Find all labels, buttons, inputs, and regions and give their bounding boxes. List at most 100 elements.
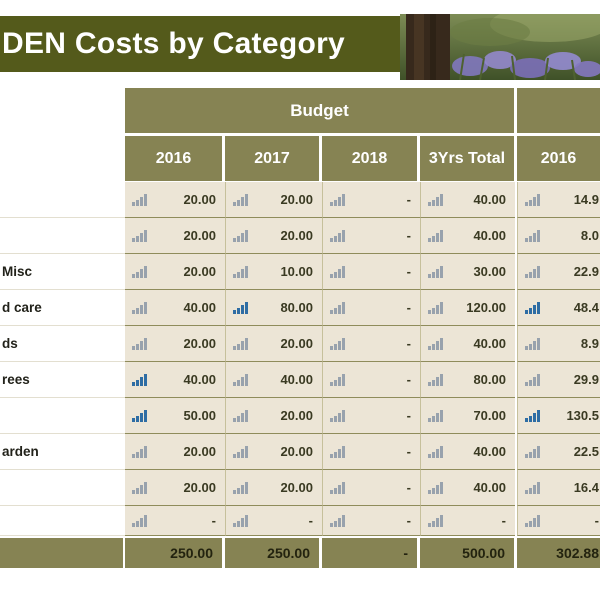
garden-photo: [400, 14, 600, 80]
cell-value: 40.00: [183, 372, 216, 387]
data-cell[interactable]: -: [322, 326, 420, 362]
data-cell[interactable]: 29.9: [517, 362, 600, 398]
mini-bar-chart-icon: [428, 193, 443, 206]
data-cell[interactable]: 40.00: [420, 326, 515, 362]
data-cell[interactable]: 30.00: [420, 254, 515, 290]
table-row: arden 20.00 20.00 - 40.00 22.5: [0, 434, 600, 470]
row-label[interactable]: [0, 398, 125, 434]
row-label[interactable]: [0, 218, 125, 254]
data-cell[interactable]: 40.00: [125, 290, 225, 326]
data-cell[interactable]: 48.4: [517, 290, 600, 326]
row-label[interactable]: ds: [0, 326, 125, 362]
data-cell[interactable]: 80.00: [420, 362, 515, 398]
cell-value: 20.00: [183, 444, 216, 459]
data-cell[interactable]: 8.0: [517, 218, 600, 254]
data-cell[interactable]: -: [420, 506, 515, 536]
column-header-2016[interactable]: 2016: [125, 136, 222, 181]
row-label[interactable]: rees: [0, 362, 125, 398]
data-cell[interactable]: 40.00: [420, 182, 515, 218]
data-cell[interactable]: -: [517, 506, 600, 536]
cell-value: 8.9: [580, 336, 599, 351]
data-cell[interactable]: -: [125, 506, 225, 536]
cell-value: 20.00: [183, 480, 216, 495]
data-cell[interactable]: 20.00: [125, 326, 225, 362]
data-cell[interactable]: 20.00: [125, 470, 225, 506]
data-cell[interactable]: 50.00: [125, 398, 225, 434]
mini-bar-chart-icon: [525, 229, 540, 242]
row-label[interactable]: Misc: [0, 254, 125, 290]
cell-value: -: [308, 513, 313, 528]
data-cell[interactable]: 70.00: [420, 398, 515, 434]
data-cell[interactable]: 20.00: [125, 218, 225, 254]
data-cell[interactable]: -: [322, 362, 420, 398]
data-cell[interactable]: -: [322, 290, 420, 326]
data-cell[interactable]: -: [322, 470, 420, 506]
data-cell[interactable]: -: [322, 398, 420, 434]
data-cell[interactable]: 14.9: [517, 182, 600, 218]
mini-bar-chart-icon: [132, 373, 147, 386]
table-row: 20.00 20.00 - 40.00 8.0: [0, 218, 600, 254]
column-header-3yrs-total[interactable]: 3Yrs Total: [420, 136, 514, 181]
cell-value: -: [406, 228, 411, 243]
data-cell[interactable]: 20.00: [225, 218, 322, 254]
total-value: 302.88: [517, 538, 600, 568]
mini-bar-chart-icon: [233, 337, 248, 350]
data-cell[interactable]: 20.00: [125, 182, 225, 218]
data-cell[interactable]: 8.9: [517, 326, 600, 362]
cell-value: 20.00: [280, 408, 313, 423]
data-cell[interactable]: 40.00: [420, 434, 515, 470]
group-divider: [515, 254, 517, 290]
mini-bar-chart-icon: [233, 481, 248, 494]
data-cell[interactable]: 20.00: [125, 254, 225, 290]
group-header-budget[interactable]: Budget: [125, 88, 514, 133]
mini-bar-chart-icon: [330, 409, 345, 422]
data-cell[interactable]: 80.00: [225, 290, 322, 326]
data-cell[interactable]: 20.00: [225, 398, 322, 434]
mini-bar-chart-icon: [233, 265, 248, 278]
data-cell[interactable]: -: [322, 218, 420, 254]
cell-value: -: [406, 480, 411, 495]
cell-value: 40.00: [473, 444, 506, 459]
row-label[interactable]: d care: [0, 290, 125, 326]
column-header-actual-2016[interactable]: 2016: [517, 136, 600, 181]
data-cell[interactable]: -: [225, 506, 322, 536]
table-row: 20.00 20.00 - 40.00 16.4: [0, 470, 600, 506]
row-label[interactable]: [0, 506, 125, 536]
cell-value: 16.4: [573, 480, 599, 495]
data-cell[interactable]: -: [322, 254, 420, 290]
table-row: Misc 20.00 10.00 - 30.00 22.9: [0, 254, 600, 290]
data-cell[interactable]: 40.00: [420, 470, 515, 506]
data-cell[interactable]: 40.00: [125, 362, 225, 398]
cell-value: 40.00: [473, 480, 506, 495]
group-header-actual[interactable]: [517, 88, 600, 133]
column-header-2017[interactable]: 2017: [225, 136, 319, 181]
row-label[interactable]: [0, 182, 125, 218]
data-cell[interactable]: 20.00: [225, 326, 322, 362]
data-cell[interactable]: 20.00: [125, 434, 225, 470]
mini-bar-chart-icon: [132, 481, 147, 494]
data-cell[interactable]: 22.9: [517, 254, 600, 290]
mini-bar-chart-icon: [525, 514, 540, 527]
column-header-2018[interactable]: 2018: [322, 136, 417, 181]
cell-value: 20.00: [280, 192, 313, 207]
data-cell[interactable]: 20.00: [225, 182, 322, 218]
data-cell[interactable]: 130.5: [517, 398, 600, 434]
data-cell[interactable]: 40.00: [420, 218, 515, 254]
data-cell[interactable]: 120.00: [420, 290, 515, 326]
data-cell[interactable]: 22.5: [517, 434, 600, 470]
data-cell[interactable]: 16.4: [517, 470, 600, 506]
data-cell[interactable]: 20.00: [225, 470, 322, 506]
data-cell[interactable]: -: [322, 506, 420, 536]
row-label[interactable]: arden: [0, 434, 125, 470]
data-cell[interactable]: 10.00: [225, 254, 322, 290]
mini-bar-chart-icon: [132, 193, 147, 206]
cell-value: 20.00: [280, 444, 313, 459]
cell-value: 50.00: [183, 408, 216, 423]
cell-value: 10.00: [280, 264, 313, 279]
data-cell[interactable]: -: [322, 182, 420, 218]
data-cell[interactable]: 20.00: [225, 434, 322, 470]
row-label[interactable]: [0, 470, 125, 506]
data-cell[interactable]: -: [322, 434, 420, 470]
data-cell[interactable]: 40.00: [225, 362, 322, 398]
mini-bar-chart-icon: [525, 265, 540, 278]
